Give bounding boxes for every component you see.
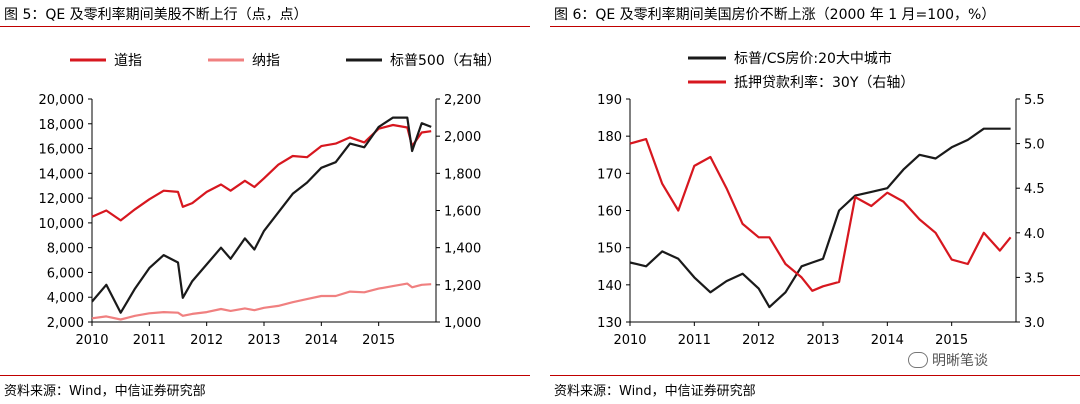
- x-tick-label: 2012: [190, 333, 223, 348]
- left-y-tick-label: 16,000: [39, 143, 85, 158]
- source-divider: [0, 375, 530, 376]
- series-line-1: [91, 282, 432, 321]
- legend-label: 抵押贷款利率：30Y（右轴）: [734, 74, 914, 91]
- series-line-2: [91, 116, 432, 314]
- right-y-tick-label: 1,800: [444, 167, 481, 182]
- right-y-tick-label: 4.0: [1024, 227, 1045, 242]
- right-chart-panel: 图 6：QE 及零利率期间美国房价不断上涨（2000 年 1 月=100，%） …: [550, 0, 1080, 404]
- right-y-tick-label: 5.5: [1024, 93, 1045, 108]
- series-line-0: [629, 127, 1011, 309]
- x-tick-label: 2015: [935, 333, 968, 348]
- chart-title: 图 6：QE 及零利率期间美国房价不断上涨（2000 年 1 月=100，%）: [554, 7, 996, 23]
- right-y-tick-label: 3.0: [1024, 316, 1045, 331]
- legend-label: 标普500（右轴）: [390, 53, 501, 69]
- left-y-tick-label: 4,000: [47, 291, 84, 306]
- x-tick-label: 2010: [613, 333, 646, 348]
- source-note: 资料来源：Wind，中信证券研究部: [554, 384, 756, 399]
- right-y-tick-label: 2,000: [444, 130, 481, 145]
- left-y-tick-label: 10,000: [39, 217, 85, 232]
- watermark-text: 明晰笔谈: [932, 353, 988, 369]
- left-y-tick-label: 180: [597, 130, 622, 145]
- left-y-tick-label: 140: [597, 279, 622, 294]
- left-y-tick-label: 130: [597, 316, 622, 331]
- left-y-tick-label: 20,000: [39, 93, 85, 108]
- right-y-tick-label: 1,000: [444, 316, 481, 331]
- x-tick-label: 2013: [806, 333, 839, 348]
- left-chart-panel: 图 5：QE 及零利率期间美股不断上行（点，点） 2,000 4,000 6,000…: [0, 0, 530, 404]
- left-y-tick-label: 6,000: [47, 266, 84, 281]
- left-y-tick-label: 190: [597, 93, 622, 108]
- x-tick-label: 2014: [871, 333, 904, 348]
- left-y-tick-label: 8,000: [47, 242, 84, 257]
- right-y-tick-label: 1,200: [444, 279, 481, 294]
- series-line-1: [629, 138, 1012, 292]
- legend-label: 道指: [114, 53, 142, 69]
- wechat-icon: [908, 352, 928, 368]
- source-note: 资料来源：Wind，中信证券研究部: [4, 384, 206, 399]
- right-y-tick-label: 1,400: [444, 242, 481, 257]
- x-tick-label: 2015: [362, 333, 395, 348]
- x-tick-label: 2014: [305, 333, 338, 348]
- left-y-tick-label: 12,000: [39, 192, 85, 207]
- left-y-tick-label: 160: [597, 205, 622, 220]
- left-y-tick-label: 150: [597, 242, 622, 257]
- dow-nasdaq-sp500-chart: 2,000 4,000 6,000 8,000 10,000 12,000 14,000 16…: [39, 53, 501, 348]
- x-tick-label: 2010: [75, 333, 108, 348]
- series-line-0: [91, 123, 432, 222]
- watermark: 明晰笔谈: [908, 350, 988, 370]
- x-tick-label: 2011: [678, 333, 711, 348]
- x-tick-label: 2012: [742, 333, 775, 348]
- left-y-tick-label: 18,000: [39, 118, 85, 133]
- right-y-tick-label: 4.5: [1024, 182, 1045, 197]
- legend-label: 标普/CS房价:20大中城市: [734, 50, 892, 67]
- chart-title: 图 5：QE 及零利率期间美股不断上行（点，点）: [4, 7, 308, 23]
- x-tick-label: 2011: [133, 333, 166, 348]
- left-y-tick-label: 170: [597, 167, 622, 182]
- left-y-tick-label: 2,000: [47, 316, 84, 331]
- title-divider: [0, 26, 530, 27]
- right-y-tick-label: 3.5: [1024, 271, 1045, 286]
- x-tick-label: 2013: [247, 333, 280, 348]
- legend-label: 纳指: [252, 53, 280, 69]
- right-y-tick-label: 5.0: [1024, 138, 1045, 153]
- right-y-tick-label: 1,600: [444, 205, 481, 220]
- left-y-tick-label: 14,000: [39, 167, 85, 182]
- house-price-mortgage-chart: 130 140 150 160 170 180 190 3.0 3.5 4.0 4.5 5.0 5.5 2…: [597, 50, 1045, 348]
- title-divider: [550, 26, 1080, 27]
- source-divider: [550, 375, 1080, 376]
- right-y-tick-label: 2,200: [444, 93, 481, 108]
